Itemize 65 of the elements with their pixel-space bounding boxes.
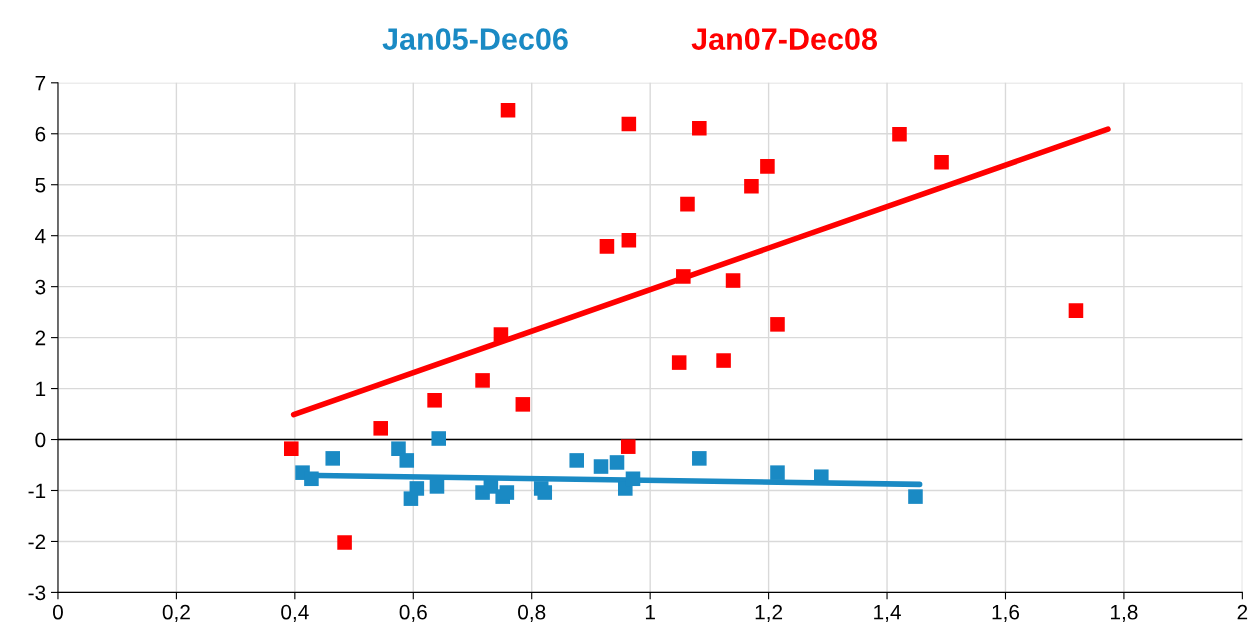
x-tick-label: 0,2 (162, 604, 190, 622)
point (599, 239, 615, 254)
y-tick-label: -2 (28, 534, 46, 549)
point (680, 196, 695, 212)
x-tick-label: 1,8 (1111, 604, 1138, 622)
point (744, 178, 759, 194)
x-tick-label: 1,6 (992, 604, 1020, 622)
point (537, 485, 553, 500)
point (609, 455, 625, 470)
point (770, 465, 785, 480)
point (569, 453, 585, 468)
point (770, 317, 785, 332)
point (593, 459, 609, 474)
y-tick-label: -1 (28, 483, 46, 499)
y-tick-label: 4 (35, 228, 46, 244)
point (483, 479, 499, 494)
point (399, 453, 415, 468)
point (908, 489, 923, 504)
point (692, 120, 707, 136)
point (373, 421, 388, 436)
point (621, 232, 637, 248)
point (716, 353, 731, 368)
point (621, 116, 637, 132)
point (676, 269, 691, 284)
point (892, 127, 907, 142)
point (493, 327, 509, 342)
point (671, 355, 687, 370)
point (429, 479, 445, 494)
x-tick-label: 0,8 (518, 604, 546, 622)
point (499, 485, 515, 500)
point (475, 373, 490, 388)
x-tick-label: 1 (645, 604, 655, 620)
x-tick-label: 1,4 (874, 604, 901, 622)
y-tick-label: 6 (35, 126, 46, 142)
y-tick-label: 1 (36, 381, 46, 397)
y-tick-label: 5 (35, 177, 46, 193)
point (284, 441, 299, 456)
x-tick-label: 2 (1237, 604, 1248, 620)
point (692, 451, 707, 466)
y-tick-label: 7 (35, 76, 46, 91)
text: Jan05-Dec06 (382, 28, 568, 50)
point (304, 471, 319, 487)
point (760, 159, 775, 174)
point (500, 103, 516, 118)
y-tick-label: -3 (28, 585, 46, 601)
point (337, 535, 352, 550)
point (391, 441, 406, 456)
y-tick-label: 3 (35, 279, 46, 295)
point (515, 397, 531, 412)
point (1068, 303, 1084, 318)
y-tick-label: 2 (35, 330, 46, 346)
point (427, 393, 442, 408)
point (725, 273, 741, 288)
text: Jan07-Dec08 (691, 28, 878, 50)
point (625, 471, 641, 487)
y-tick-label: 0 (35, 432, 46, 448)
x-tick-label: 0,4 (281, 604, 309, 622)
x-tick-label: 1,2 (755, 604, 783, 622)
point (431, 431, 447, 446)
point (409, 481, 425, 496)
point (325, 451, 341, 466)
x-tick-label: 0,6 (399, 604, 427, 622)
point (620, 439, 636, 454)
point (934, 155, 949, 170)
x-tick-label: 0 (52, 604, 63, 620)
